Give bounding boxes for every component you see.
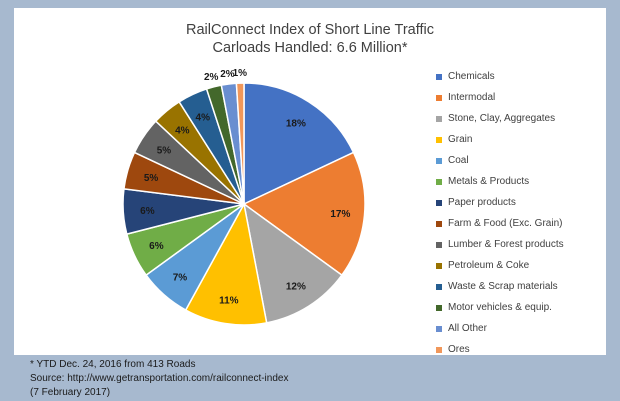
legend-label: Lumber & Forest products bbox=[448, 239, 564, 250]
slice-label-10: 4% bbox=[196, 112, 211, 123]
slice-label-11: 2% bbox=[204, 72, 219, 83]
pie-slice-0 bbox=[243, 82, 355, 206]
pie-slice-3 bbox=[184, 201, 268, 326]
slice-label-0: 18% bbox=[286, 118, 306, 129]
legend-swatch bbox=[436, 346, 442, 353]
legend-swatch bbox=[436, 136, 442, 143]
slice-label-13: 1% bbox=[233, 68, 248, 79]
legend-item-4: Coal bbox=[436, 150, 564, 171]
legend-item-7: Farm & Food (Exc. Grain) bbox=[436, 213, 564, 234]
legend-item-11: Motor vehicles & equip. bbox=[436, 297, 564, 318]
legend-label: Intermodal bbox=[448, 92, 496, 103]
legend-label: Motor vehicles & equip. bbox=[448, 302, 552, 313]
legend-swatch bbox=[436, 262, 442, 269]
legend-label: Coal bbox=[448, 155, 469, 166]
legend-swatch bbox=[436, 304, 442, 311]
legend-item-13: Ores bbox=[436, 339, 564, 360]
legend-swatch bbox=[436, 283, 442, 290]
legend-item-8: Lumber & Forest products bbox=[436, 234, 564, 255]
legend-item-12: All Other bbox=[436, 318, 564, 339]
legend-label: Grain bbox=[448, 134, 473, 145]
slice-label-1: 17% bbox=[330, 209, 350, 220]
chart-panel: RailConnect Index of Short Line Traffic … bbox=[14, 8, 606, 355]
legend-label: Paper products bbox=[448, 197, 516, 208]
footnote-ytd: * YTD Dec. 24, 2016 from 413 Roads bbox=[30, 359, 196, 370]
legend-label: Metals & Products bbox=[448, 176, 530, 187]
footnote-date: (7 February 2017) bbox=[30, 387, 111, 398]
legend-swatch bbox=[436, 220, 442, 227]
legend-swatch bbox=[436, 94, 442, 101]
legend-label: Chemicals bbox=[448, 71, 495, 82]
slice-label-2: 12% bbox=[286, 282, 306, 293]
pie-slice-1 bbox=[242, 151, 366, 277]
slice-label-4: 7% bbox=[173, 273, 188, 284]
legend-item-5: Metals & Products bbox=[436, 171, 564, 192]
legend-swatch bbox=[436, 73, 442, 80]
slice-label-9: 4% bbox=[175, 125, 190, 136]
legend-swatch bbox=[436, 157, 442, 164]
legend-swatch bbox=[436, 115, 442, 122]
slice-label-6: 6% bbox=[140, 206, 155, 217]
legend-item-2: Stone, Clay, Aggregates bbox=[436, 108, 564, 129]
slice-label-7: 5% bbox=[144, 173, 159, 184]
legend-item-3: Grain bbox=[436, 129, 564, 150]
legend-label: All Other bbox=[448, 323, 487, 334]
legend-label: Petroleum & Coke bbox=[448, 260, 530, 271]
slice-label-8: 5% bbox=[157, 146, 172, 157]
legend-swatch bbox=[436, 199, 442, 206]
legend-item-10: Waste & Scrap materials bbox=[436, 276, 564, 297]
legend-label: Waste & Scrap materials bbox=[448, 281, 558, 292]
legend-item-6: Paper products bbox=[436, 192, 564, 213]
legend-label: Ores bbox=[448, 344, 470, 355]
pie-slice-13 bbox=[235, 82, 245, 205]
legend-swatch bbox=[436, 178, 442, 185]
chart-title: RailConnect Index of Short Line Traffic bbox=[186, 22, 434, 38]
legend-label: Farm & Food (Exc. Grain) bbox=[448, 218, 563, 229]
legend-swatch bbox=[436, 325, 442, 332]
slice-label-3: 11% bbox=[219, 296, 239, 307]
chart-subtitle: Carloads Handled: 6.6 Million* bbox=[212, 40, 408, 56]
footnote-source: Source: http://www.getransportation.com/… bbox=[30, 373, 289, 384]
legend-swatch bbox=[436, 241, 442, 248]
legend-item-9: Petroleum & Coke bbox=[436, 255, 564, 276]
legend-item-1: Intermodal bbox=[436, 87, 564, 108]
slice-label-5: 6% bbox=[149, 241, 164, 252]
pie-chart: 18%17%12%11%7%6%6%5%5%4%4%2% 2%1% bbox=[122, 68, 366, 326]
chart-legend: Chemicals Intermodal Stone, Clay, Aggregat… bbox=[436, 66, 564, 360]
pie-slice-2 bbox=[242, 202, 343, 324]
legend-item-0: Chemicals bbox=[436, 66, 564, 87]
slice-label-12: 2% bbox=[220, 69, 235, 80]
legend-label: Stone, Clay, Aggregates bbox=[448, 113, 556, 124]
